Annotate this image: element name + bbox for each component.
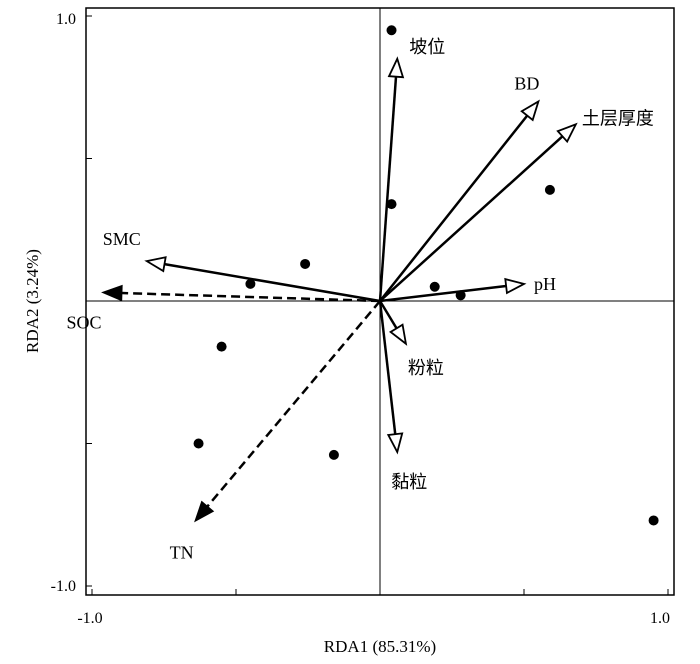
data-point-9	[328, 449, 339, 460]
arrow-label-0: 坡位	[409, 37, 445, 57]
axis-ticks	[86, 15, 669, 595]
arrow-head-3	[144, 256, 167, 273]
arrow-label-7: SOC	[67, 312, 102, 332]
arrow-label-2: 土层厚度	[582, 108, 654, 128]
data-point-10	[648, 515, 659, 526]
y-tick-label-top: 1.0	[56, 11, 76, 28]
arrow-shaft-6	[378, 300, 397, 435]
data-point-5	[429, 281, 440, 292]
arrow-label-3: SMC	[103, 229, 141, 249]
x-axis-label: RDA1 (85.31%)	[324, 637, 436, 656]
arrow-shaft-2	[379, 135, 564, 302]
x-tick-label-right: 1.0	[650, 610, 670, 627]
arrow-group	[101, 56, 578, 523]
arrow-head-0	[387, 56, 405, 79]
data-point-6	[455, 290, 466, 301]
y-axis-label: RDA2 (3.24%)	[23, 249, 42, 353]
arrow-head-6	[386, 432, 404, 455]
arrow-head-4	[504, 277, 527, 295]
data-point-7	[216, 341, 227, 352]
arrow-shaft-7	[107, 291, 381, 303]
data-point-1	[386, 199, 397, 210]
data-point-2	[544, 184, 555, 195]
arrow-shaft-8	[197, 300, 381, 519]
data-point-4	[245, 278, 256, 289]
arrow-shaft-0	[378, 76, 398, 302]
arrow-head-1	[520, 99, 540, 122]
arrow-shaft-4	[379, 284, 507, 303]
data-point-0	[386, 25, 397, 36]
arrow-label-5: 粉粒	[408, 358, 444, 378]
arrow-head-2	[556, 122, 578, 144]
y-tick-label-bottom: -1.0	[51, 578, 76, 595]
arrow-label-4: pH	[534, 274, 556, 294]
arrow-head-7	[101, 284, 123, 302]
arrow-shaft-1	[379, 114, 529, 302]
arrow-shaft-5	[378, 300, 398, 330]
arrow-label-8: TN	[170, 542, 194, 562]
arrow-head-5	[389, 323, 408, 346]
arrow-head-8	[194, 500, 215, 523]
data-point-3	[300, 258, 311, 269]
arrow-label-1: BD	[514, 74, 539, 94]
arrow-shaft-3	[164, 262, 381, 303]
arrow-label-6: 黏粒	[391, 472, 427, 492]
x-tick-label-left: -1.0	[77, 610, 102, 627]
data-point-8	[193, 438, 204, 449]
point-group	[193, 25, 659, 526]
